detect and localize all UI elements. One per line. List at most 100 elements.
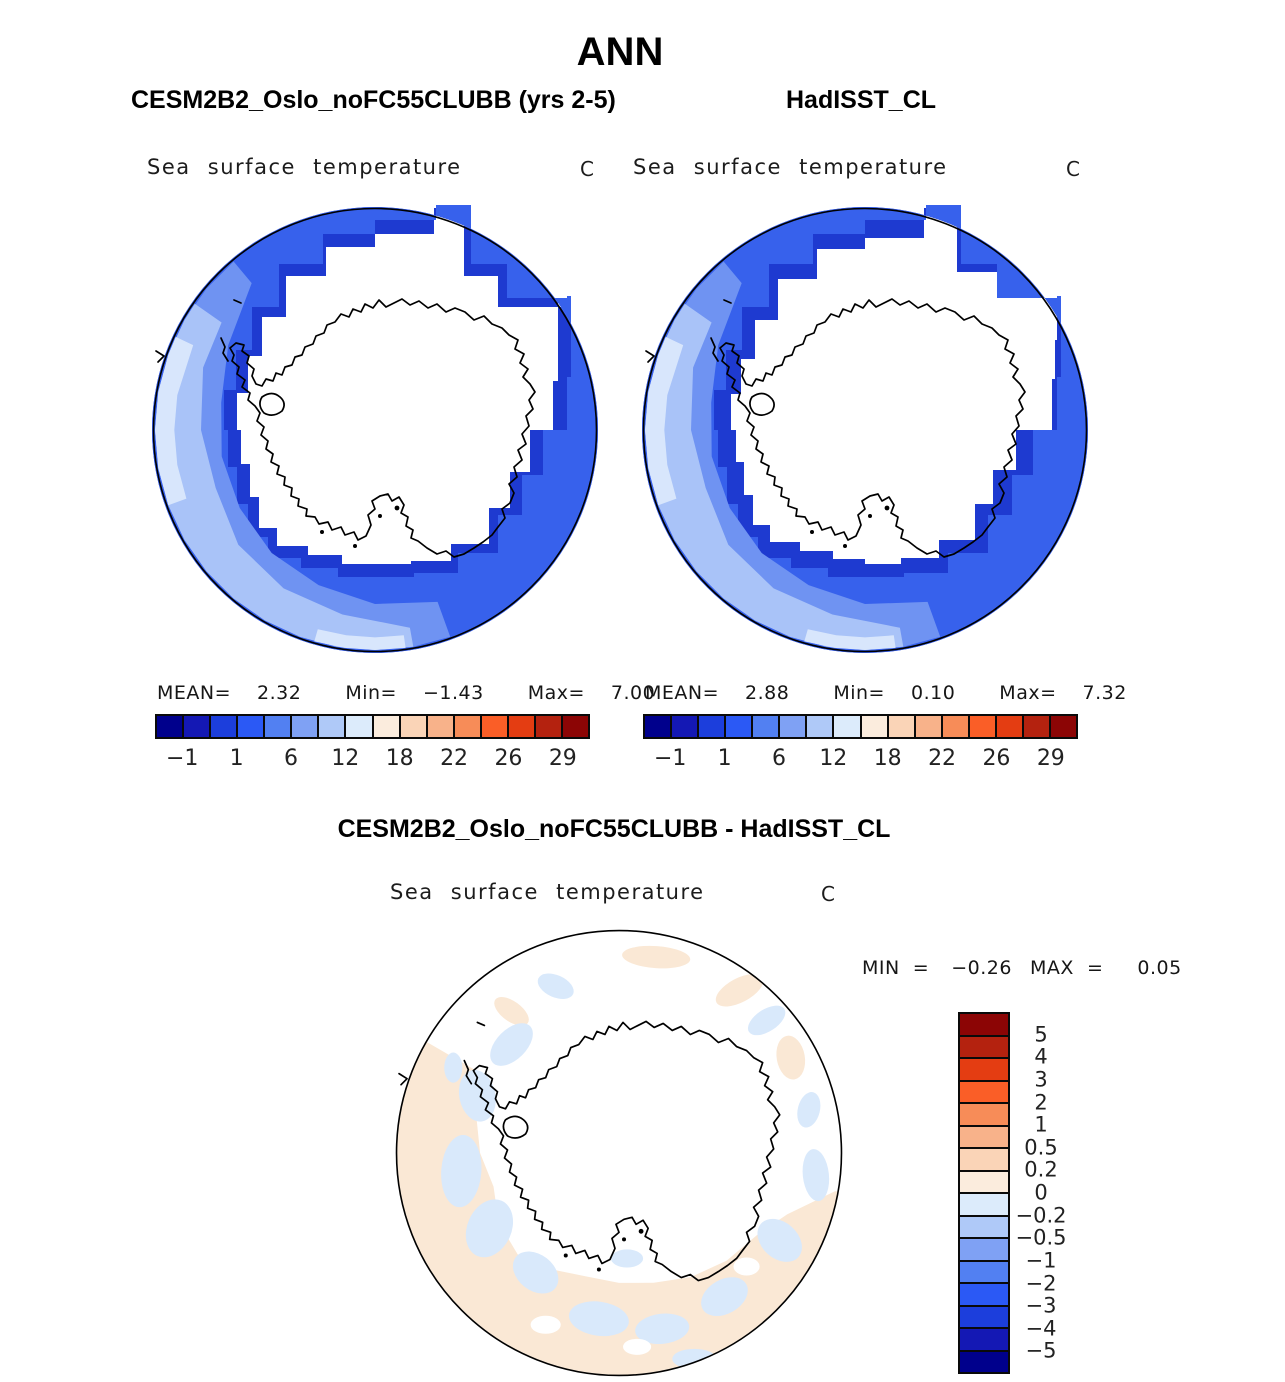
obs-max-label: Max= xyxy=(999,682,1057,704)
colorbar-cell xyxy=(535,716,563,737)
colorbar-cell xyxy=(562,716,588,737)
colorbar-cell xyxy=(861,716,889,737)
colorbar-cell xyxy=(726,716,754,737)
colorbar-tick-label: 0.5 xyxy=(1024,1135,1058,1160)
colorbar-tick-label: 22 xyxy=(440,746,469,771)
diff-max-value: 0.05 xyxy=(1137,957,1182,979)
colorbar-cell xyxy=(960,1306,1008,1329)
model-min-label: Min= xyxy=(345,682,397,704)
colorbar-tick-label: 0 xyxy=(1034,1180,1048,1205)
model-panel-title: CESM2B2_Oslo_noFC55CLUBB (yrs 2-5) xyxy=(131,86,616,114)
page-title: ANN xyxy=(576,30,664,74)
colorbar-tick-label: 26 xyxy=(494,746,523,771)
model-stats: MEAN= 2.32 Min= −1.43 Max= 7.00 xyxy=(157,682,655,704)
colorbar-tick-label: 26 xyxy=(982,746,1011,771)
obs-units-label: C xyxy=(1066,157,1080,181)
colorbar-cell xyxy=(373,716,401,737)
colorbar-tick-label: 5 xyxy=(1034,1022,1048,1047)
colorbar-cell xyxy=(672,716,700,737)
colorbar-cell xyxy=(888,716,916,737)
colorbar-tick-label: −2 xyxy=(1025,1271,1057,1296)
colorbar-cell xyxy=(238,716,266,737)
colorbar-tick-label: −0.5 xyxy=(1015,1225,1067,1250)
colorbar-cell xyxy=(319,716,347,737)
colorbar-tick-label: 2 xyxy=(1034,1090,1048,1115)
obs-map xyxy=(642,205,1088,653)
colorbar-cell xyxy=(960,1149,1008,1172)
colorbar-cell xyxy=(753,716,781,737)
model-max-label: Max= xyxy=(527,682,585,704)
model-field-label: Sea surface temperature xyxy=(147,155,462,179)
model-max-value: 7.00 xyxy=(610,682,656,704)
obs-min-label: Min= xyxy=(833,682,885,704)
colorbar-tick-label: 22 xyxy=(928,746,957,771)
colorbar-tick-label: −4 xyxy=(1025,1316,1057,1341)
colorbar-cell xyxy=(1050,716,1076,737)
colorbar-tick-label: 18 xyxy=(873,746,902,771)
colorbar-tick-label: 1 xyxy=(717,746,732,771)
diff-units-label: C xyxy=(821,882,835,906)
colorbar-tick-label: 6 xyxy=(771,746,786,771)
diff-field-label: Sea surface temperature xyxy=(390,880,705,904)
obs-colorbar-ticks: −1 1 6 12 18 22 26 29 xyxy=(643,746,1078,774)
colorbar-cell xyxy=(184,716,212,737)
colorbar-cell xyxy=(960,1104,1008,1127)
colorbar-cell xyxy=(960,1216,1008,1239)
colorbar-cell xyxy=(645,716,673,737)
colorbar-cell xyxy=(508,716,536,737)
colorbar-tick-label: 29 xyxy=(1036,746,1065,771)
colorbar-cell xyxy=(960,1284,1008,1307)
colorbar-tick-label: 18 xyxy=(385,746,414,771)
colorbar-cell xyxy=(960,1081,1008,1104)
colorbar-cell xyxy=(960,1351,1008,1372)
diff-min-value: −0.26 xyxy=(951,957,1012,979)
model-min-value: −1.43 xyxy=(422,682,484,704)
colorbar-cell xyxy=(960,1059,1008,1082)
colorbar-cell xyxy=(834,716,862,737)
model-mean-value: 2.32 xyxy=(257,682,302,704)
obs-max-value: 7.32 xyxy=(1082,682,1127,704)
colorbar-cell xyxy=(481,716,509,737)
model-colorbar xyxy=(155,714,590,739)
diff-max-label: MAX = xyxy=(1029,957,1104,979)
obs-colorbar xyxy=(643,714,1078,739)
colorbar-tick-label: −0.2 xyxy=(1015,1203,1067,1228)
obs-mean-label: MEAN= xyxy=(645,682,720,704)
colorbar-tick-label: 1 xyxy=(229,746,244,771)
colorbar-cell xyxy=(211,716,239,737)
colorbar-cell xyxy=(915,716,943,737)
colorbar-tick-label: 3 xyxy=(1034,1067,1048,1092)
colorbar-tick-label: −1 xyxy=(653,746,687,771)
model-colorbar-ticks: −1 1 6 12 18 22 26 29 xyxy=(155,746,590,774)
colorbar-tick-label: 0.2 xyxy=(1024,1157,1058,1182)
colorbar-tick-label: 4 xyxy=(1034,1044,1048,1069)
colorbar-cell xyxy=(157,716,185,737)
colorbar-cell xyxy=(960,1014,1008,1037)
colorbar-cell xyxy=(942,716,970,737)
colorbar-tick-label: 12 xyxy=(819,746,848,771)
colorbar-tick-label: −3 xyxy=(1025,1293,1057,1318)
colorbar-tick-label: 6 xyxy=(283,746,298,771)
model-map xyxy=(152,205,598,653)
colorbar-cell xyxy=(960,1329,1008,1352)
colorbar-cell xyxy=(780,716,808,737)
colorbar-tick-label: 1 xyxy=(1034,1112,1048,1137)
colorbar-cell xyxy=(292,716,320,737)
model-units-label: C xyxy=(580,157,594,181)
colorbar-cell xyxy=(1023,716,1051,737)
obs-panel-title: HadISST_CL xyxy=(786,86,937,114)
colorbar-cell xyxy=(454,716,482,737)
colorbar-tick-label: 12 xyxy=(331,746,360,771)
diff-panel-title: CESM2B2_Oslo_noFC55CLUBB - HadISST_CL xyxy=(337,815,891,843)
colorbar-cell xyxy=(960,1126,1008,1149)
obs-stats: MEAN= 2.88 Min= 0.10 Max= 7.32 xyxy=(645,682,1127,704)
colorbar-cell xyxy=(265,716,293,737)
obs-field-label: Sea surface temperature xyxy=(633,155,948,179)
colorbar-tick-label: −1 xyxy=(1025,1248,1057,1273)
diff-min-label: MIN = xyxy=(862,957,930,979)
colorbar-cell xyxy=(996,716,1024,737)
colorbar-cell xyxy=(960,1036,1008,1059)
colorbar-cell xyxy=(400,716,428,737)
obs-min-value: 0.10 xyxy=(910,682,956,704)
colorbar-tick-label: 29 xyxy=(548,746,577,771)
